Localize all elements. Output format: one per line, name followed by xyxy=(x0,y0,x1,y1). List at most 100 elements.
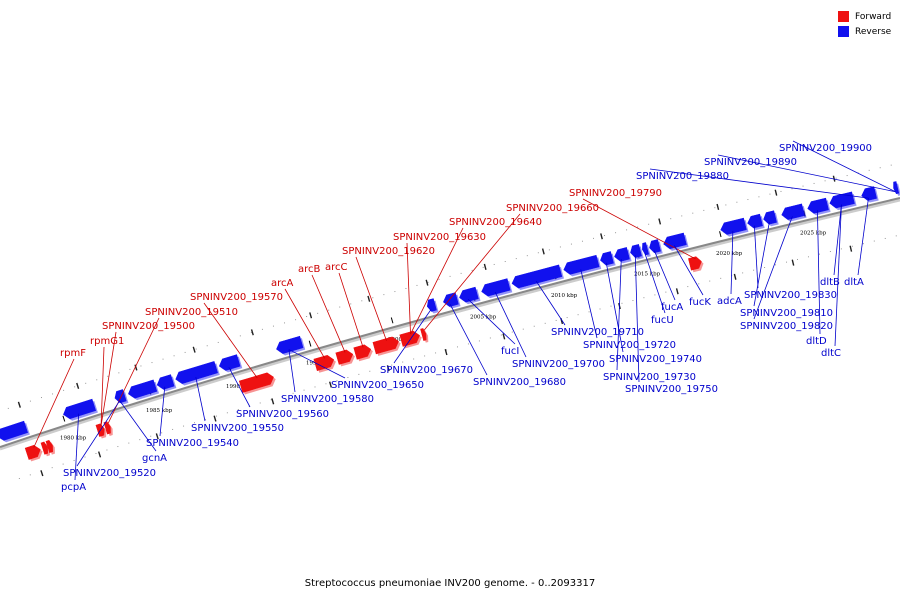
reverse-leader-spninv200-19810 xyxy=(753,221,770,307)
reverse-track-dot xyxy=(879,167,881,169)
gene-forward-1 xyxy=(24,445,43,462)
reverse-label-fuck: fucK xyxy=(689,297,711,308)
gene-forward-12-body xyxy=(420,328,427,341)
gene-reverse-9 xyxy=(426,298,439,314)
reverse-track-dot xyxy=(725,204,727,206)
reverse-track-dot xyxy=(284,322,286,324)
reverse-track-dot xyxy=(416,284,418,286)
forward-track-dot xyxy=(161,432,163,434)
reverse-track-dot xyxy=(824,180,826,182)
forward-track-dot xyxy=(818,253,820,255)
reverse-track-dot xyxy=(250,332,252,334)
gene-forward-1-body xyxy=(24,445,41,460)
gene-forward-7 xyxy=(313,355,336,373)
gene-reverse-15-body xyxy=(600,251,614,266)
forward-track-dot xyxy=(259,402,261,404)
reverse-track-dot xyxy=(890,164,892,166)
forward-track-dot xyxy=(172,428,174,430)
reverse-track-dot xyxy=(295,319,297,321)
reverse-track-dot xyxy=(107,375,109,377)
reverse-label-spninv200-19650: SPNINV200_19650 xyxy=(331,380,424,391)
reverse-track-dot xyxy=(74,386,76,388)
forward-label-spninv200-19510: SPNINV200_19510 xyxy=(145,307,238,318)
forward-track-dot xyxy=(632,300,634,302)
gene-reverse-8 xyxy=(276,335,306,356)
gene-forward-9 xyxy=(353,344,373,362)
track-marker xyxy=(675,288,679,295)
track-marker xyxy=(541,248,545,255)
reverse-track-dot xyxy=(637,226,639,228)
forward-track-dot xyxy=(599,308,601,310)
reverse-track-dot xyxy=(151,362,153,364)
reverse-track-dot xyxy=(317,312,319,314)
forward-track-dot xyxy=(566,317,568,319)
gene-reverse-1 xyxy=(0,420,30,443)
reverse-track-dot xyxy=(758,196,760,198)
gene-reverse-13 xyxy=(511,264,564,291)
reverse-leader-fuca xyxy=(653,250,676,301)
reverse-track-dot xyxy=(85,382,87,384)
forward-track-dot xyxy=(775,264,777,266)
track-marker xyxy=(791,259,795,266)
reverse-track-dot xyxy=(63,389,65,391)
forward-track-dot xyxy=(237,408,239,410)
track-marker xyxy=(76,382,80,389)
forward-label-arcb: arcB xyxy=(298,264,321,275)
reverse-track-dot xyxy=(769,193,771,195)
reverse-track-dot xyxy=(581,240,583,242)
reverse-track-dot xyxy=(7,407,9,409)
gene-reverse-9-body xyxy=(426,298,437,312)
reverse-leader-dltd xyxy=(817,210,821,335)
forward-track-dot xyxy=(511,331,513,333)
gene-forward-3-body xyxy=(45,440,53,454)
forward-track-dot xyxy=(281,396,283,398)
reverse-label-spninv200-19710: SPNINV200_19710 xyxy=(551,327,644,338)
track-marker xyxy=(425,279,429,286)
forward-track-dot xyxy=(413,358,415,360)
reverse-leader-spninv200-19830 xyxy=(753,225,759,289)
reverse-leader-spninv200-19710 xyxy=(535,280,566,326)
reverse-track-dot xyxy=(394,291,396,293)
forward-leader-spninv200-19790 xyxy=(582,198,696,260)
forward-track-dot xyxy=(862,243,864,245)
kbp-tick-label: 2025 kbp xyxy=(800,230,827,236)
reverse-label-spninv200-19720: SPNINV200_19720 xyxy=(583,340,676,351)
forward-track-dot xyxy=(796,258,798,260)
reverse-track-dot xyxy=(361,300,363,302)
gene-reverse-18 xyxy=(642,242,651,258)
forward-track-dot xyxy=(314,386,316,388)
forward-label-spninv200-19500: SPNINV200_19500 xyxy=(102,321,195,332)
reverse-label-spninv200-19810: SPNINV200_19810 xyxy=(740,308,833,319)
forward-track-dot xyxy=(215,415,217,417)
track-marker xyxy=(774,189,778,196)
gene-reverse-5 xyxy=(156,374,177,392)
track-marker xyxy=(40,470,44,477)
gene-forward-3 xyxy=(45,440,55,455)
track-marker xyxy=(733,273,737,280)
forward-track-dot xyxy=(18,477,20,479)
forward-track-dot xyxy=(435,352,437,354)
reverse-track-dot xyxy=(405,287,407,289)
reverse-label-dltb: dltB xyxy=(820,277,840,288)
track-marker xyxy=(367,295,371,302)
gene-forward-11-body xyxy=(399,330,420,347)
reverse-leader-spninv200-19540 xyxy=(159,386,166,437)
forward-track-dot xyxy=(380,367,382,369)
reverse-leader-spninv200-19740 xyxy=(605,262,624,353)
reverse-leader-fucu xyxy=(644,252,666,314)
forward-track-dot xyxy=(500,334,502,336)
reverse-leader-spninv200-19900 xyxy=(792,140,896,193)
reverse-track-dot xyxy=(40,397,42,399)
track-marker xyxy=(386,365,390,372)
reverse-leader-spninv200-19560 xyxy=(228,367,251,408)
label-leader-lines xyxy=(33,140,896,481)
reverse-track-dot xyxy=(592,237,594,239)
forward-track-dot xyxy=(194,422,196,424)
forward-track-dot xyxy=(610,305,612,307)
reverse-track-dot xyxy=(670,218,672,220)
gene-reverse-21-body xyxy=(720,217,747,235)
forward-track-dot xyxy=(533,325,535,327)
reverse-label-gcna: gcnA xyxy=(142,453,167,464)
gene-forward-2-body xyxy=(40,441,48,455)
track-marker xyxy=(213,415,217,422)
